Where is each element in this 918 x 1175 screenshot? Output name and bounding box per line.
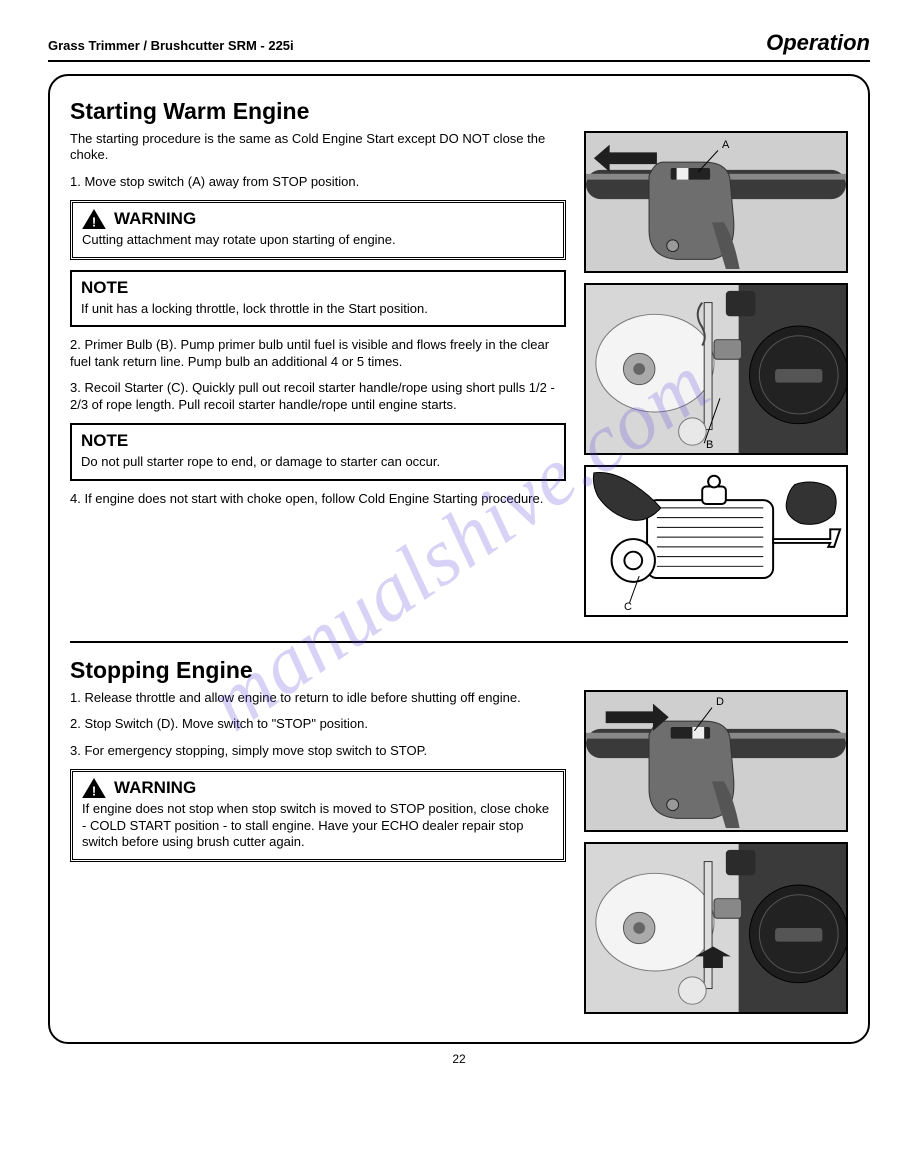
header-section: Operation	[766, 30, 870, 56]
step-1: 1. Move stop switch (A) away from STOP p…	[70, 174, 566, 190]
note-label-1: NOTE	[81, 278, 555, 298]
svg-text:!: !	[92, 215, 96, 230]
figure-a-label: A	[722, 139, 729, 151]
page-header: Grass Trimmer / Brushcutter SRM - 225i O…	[48, 30, 870, 62]
section-title-stop: Stopping Engine	[70, 657, 848, 684]
warning-body-1: Cutting attachment may rotate upon start…	[82, 232, 554, 249]
note-box-2: NOTE Do not pull starter rope to end, or…	[70, 423, 566, 481]
note-label-2: NOTE	[81, 431, 555, 451]
figure-b: B	[584, 283, 848, 455]
section-title-warm-start: Starting Warm Engine	[70, 98, 848, 125]
figure-c: C	[584, 465, 848, 617]
step-3: 3. Recoil Starter (C). Quickly pull out …	[70, 380, 566, 413]
stop-step-3: 3. For emergency stopping, simply move s…	[70, 743, 566, 759]
section-divider	[70, 641, 848, 643]
step-2: 2. Primer Bulb (B). Pump primer bulb unt…	[70, 337, 566, 370]
note-body-1: If unit has a locking throttle, lock thr…	[81, 301, 555, 318]
intro-para: The starting procedure is the same as Co…	[70, 131, 566, 164]
figure-d-label: D	[716, 696, 724, 708]
header-model: Grass Trimmer / Brushcutter SRM - 225i	[48, 38, 294, 53]
warning-label: WARNING	[114, 778, 196, 798]
figure-b-label: B	[706, 439, 713, 451]
warning-body-2: If engine does not stop when stop switch…	[82, 801, 554, 851]
svg-text:!: !	[92, 784, 96, 799]
warning-label: WARNING	[114, 209, 196, 229]
warning-icon: !	[82, 778, 106, 798]
note-box-1: NOTE If unit has a locking throttle, loc…	[70, 270, 566, 328]
warning-title-1: ! WARNING	[82, 209, 554, 229]
note-body-2: Do not pull starter rope to end, or dama…	[81, 454, 555, 471]
warning-box-1: ! WARNING Cutting attachment may rotate …	[70, 200, 566, 260]
figure-c-label: C	[624, 601, 632, 613]
stop-step-2: 2. Stop Switch (D). Move switch to "STOP…	[70, 716, 566, 732]
step-4: 4. If engine does not start with choke o…	[70, 491, 566, 507]
warning-title-2: ! WARNING	[82, 778, 554, 798]
page-number: 22	[48, 1052, 870, 1066]
figure-a: A	[584, 131, 848, 273]
figure-d: D	[584, 690, 848, 832]
warning-box-2: ! WARNING If engine does not stop when s…	[70, 769, 566, 862]
stop-step-1: 1. Release throttle and allow engine to …	[70, 690, 566, 706]
figure-choke	[584, 842, 848, 1014]
content-frame: Starting Warm Engine The starting proced…	[48, 74, 870, 1044]
warning-icon: !	[82, 209, 106, 229]
